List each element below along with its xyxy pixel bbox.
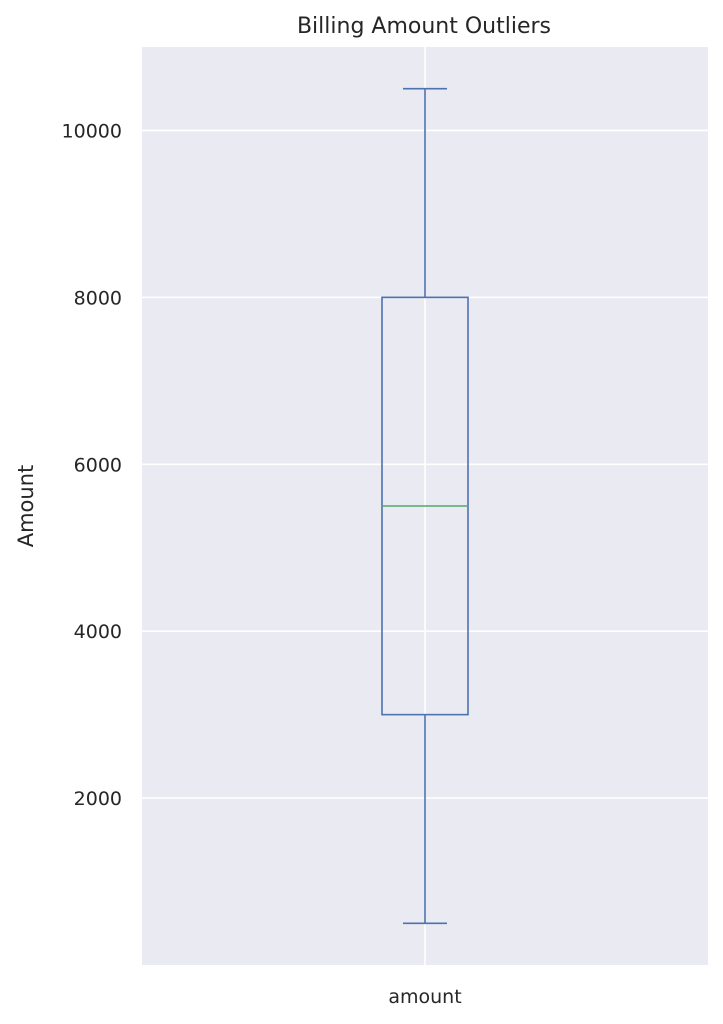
chart-title: Billing Amount Outliers [297,14,551,39]
y-tick-label: 10000 [62,120,122,142]
y-tick-label: 4000 [74,621,122,643]
x-tick-label: amount [388,986,461,1008]
y-axis-label: Amount [14,465,38,548]
x-tick-labels: amount [388,986,461,1008]
box-group [381,87,469,925]
y-tick-label: 2000 [74,788,122,810]
y-tick-labels: 2000 4000 6000 8000 10000 [62,120,122,810]
y-tick-label: 8000 [74,287,122,309]
box-amount [381,87,469,925]
y-tick-label: 6000 [74,454,122,476]
